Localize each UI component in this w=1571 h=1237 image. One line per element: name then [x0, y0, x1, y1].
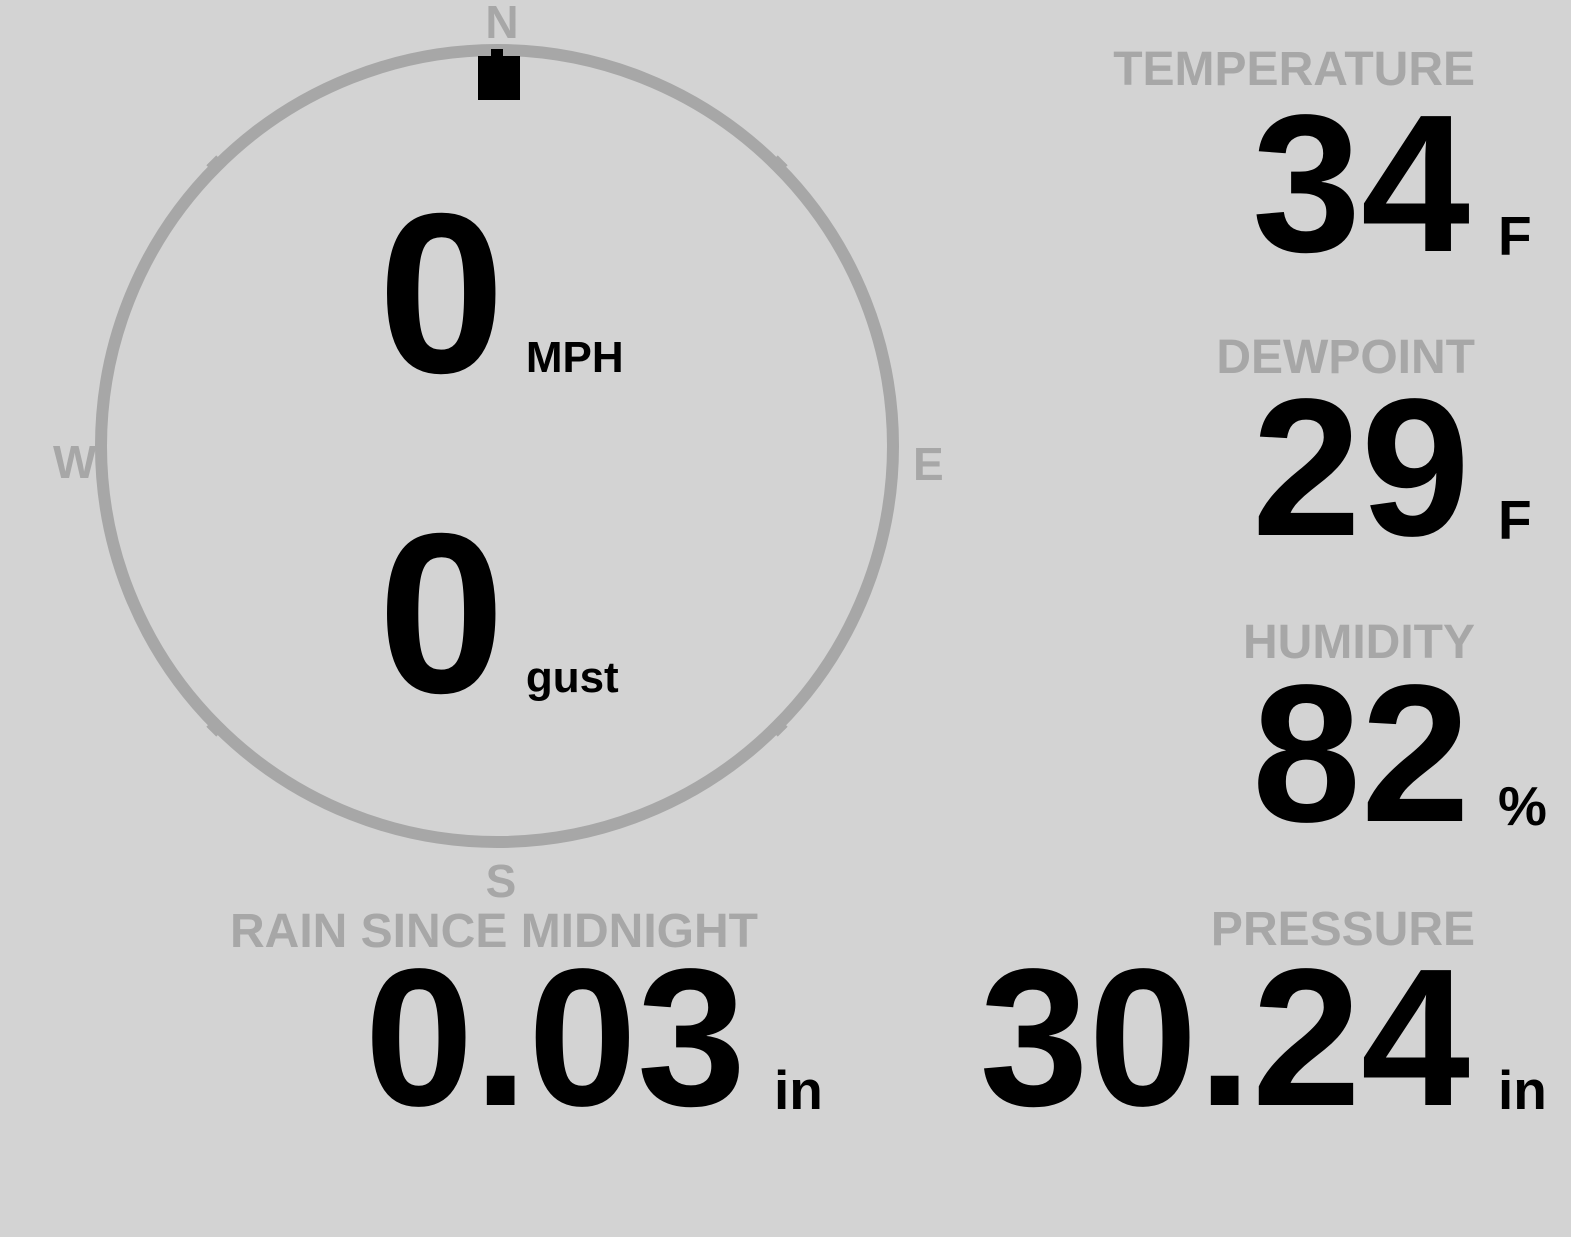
- wind-gust-value: 0: [378, 487, 505, 741]
- wind-speed-value: 0: [378, 167, 505, 421]
- temperature-label: TEMPERATURE: [1113, 43, 1475, 96]
- dewpoint-label: DEWPOINT: [1216, 331, 1475, 384]
- temperature-value: 34: [1251, 74, 1470, 293]
- tick-nw-icon: [206, 155, 227, 176]
- tick-sw-icon: [206, 716, 227, 737]
- compass-cardinal-west: W: [53, 436, 97, 488]
- rain-since-midnight-label: RAIN SINCE MIDNIGHT: [230, 905, 758, 958]
- compass-cardinal-south: S: [485, 855, 517, 907]
- rain-since-midnight-value: 0.03: [364, 928, 746, 1147]
- wind-speed-readout: 0 MPH: [378, 180, 624, 408]
- tick-ne-icon: [767, 155, 788, 176]
- wind-compass: [95, 44, 899, 848]
- compass-cardinal-east: E: [913, 438, 944, 490]
- humidity-label: HUMIDITY: [1243, 616, 1475, 669]
- humidity-value: 82: [1251, 644, 1470, 863]
- temperature-unit: F: [1498, 205, 1532, 267]
- pressure-value: 30.24: [979, 928, 1470, 1147]
- compass-cardinal-north: N: [485, 0, 519, 48]
- wind-speed-unit: MPH: [525, 333, 624, 382]
- dewpoint-unit: F: [1498, 489, 1532, 551]
- dewpoint-value: 29: [1251, 358, 1470, 577]
- wind-gust-readout: 0 gust: [378, 500, 619, 728]
- tick-se-icon: [767, 716, 788, 737]
- pressure-unit: in: [1498, 1059, 1547, 1121]
- rain-since-midnight-unit: in: [774, 1059, 823, 1121]
- humidity-unit: %: [1498, 775, 1547, 837]
- compass-intercardinal-ticks: [206, 155, 788, 737]
- wind-gust-unit: gust: [525, 653, 619, 702]
- wind-direction-marker-icon: [478, 49, 520, 100]
- pressure-label: PRESSURE: [1210, 903, 1475, 956]
